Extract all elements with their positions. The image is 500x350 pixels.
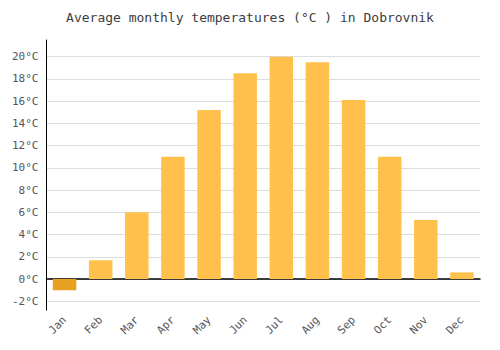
svg-text:6°C: 6°C <box>19 206 39 219</box>
svg-text:20°C: 20°C <box>12 50 39 63</box>
svg-text:Apr: Apr <box>154 313 177 336</box>
svg-text:16°C: 16°C <box>12 95 39 108</box>
svg-text:8°C: 8°C <box>19 184 39 197</box>
svg-text:Sep: Sep <box>335 314 358 337</box>
svg-text:-2°C: -2°C <box>12 295 39 308</box>
svg-text:Average monthly temperatures (: Average monthly temperatures (°C ) in Do… <box>66 10 434 25</box>
svg-text:Nov: Nov <box>407 313 430 336</box>
svg-text:Jan: Jan <box>46 314 69 337</box>
svg-text:10°C: 10°C <box>12 161 39 174</box>
svg-text:14°C: 14°C <box>12 117 39 130</box>
svg-text:Jun: Jun <box>227 314 250 337</box>
svg-text:4°C: 4°C <box>19 228 39 241</box>
svg-text:Mar: Mar <box>118 313 141 336</box>
svg-text:Jul: Jul <box>263 314 286 337</box>
svg-text:18°C: 18°C <box>12 72 39 85</box>
svg-text:12°C: 12°C <box>12 139 39 152</box>
svg-text:Feb: Feb <box>82 314 105 337</box>
svg-text:Aug: Aug <box>299 314 322 337</box>
svg-text:Oct: Oct <box>371 314 394 337</box>
svg-text:Dec: Dec <box>443 314 466 337</box>
svg-text:0°C: 0°C <box>19 273 39 286</box>
svg-text:2°C: 2°C <box>19 250 39 263</box>
svg-text:May: May <box>190 313 213 336</box>
